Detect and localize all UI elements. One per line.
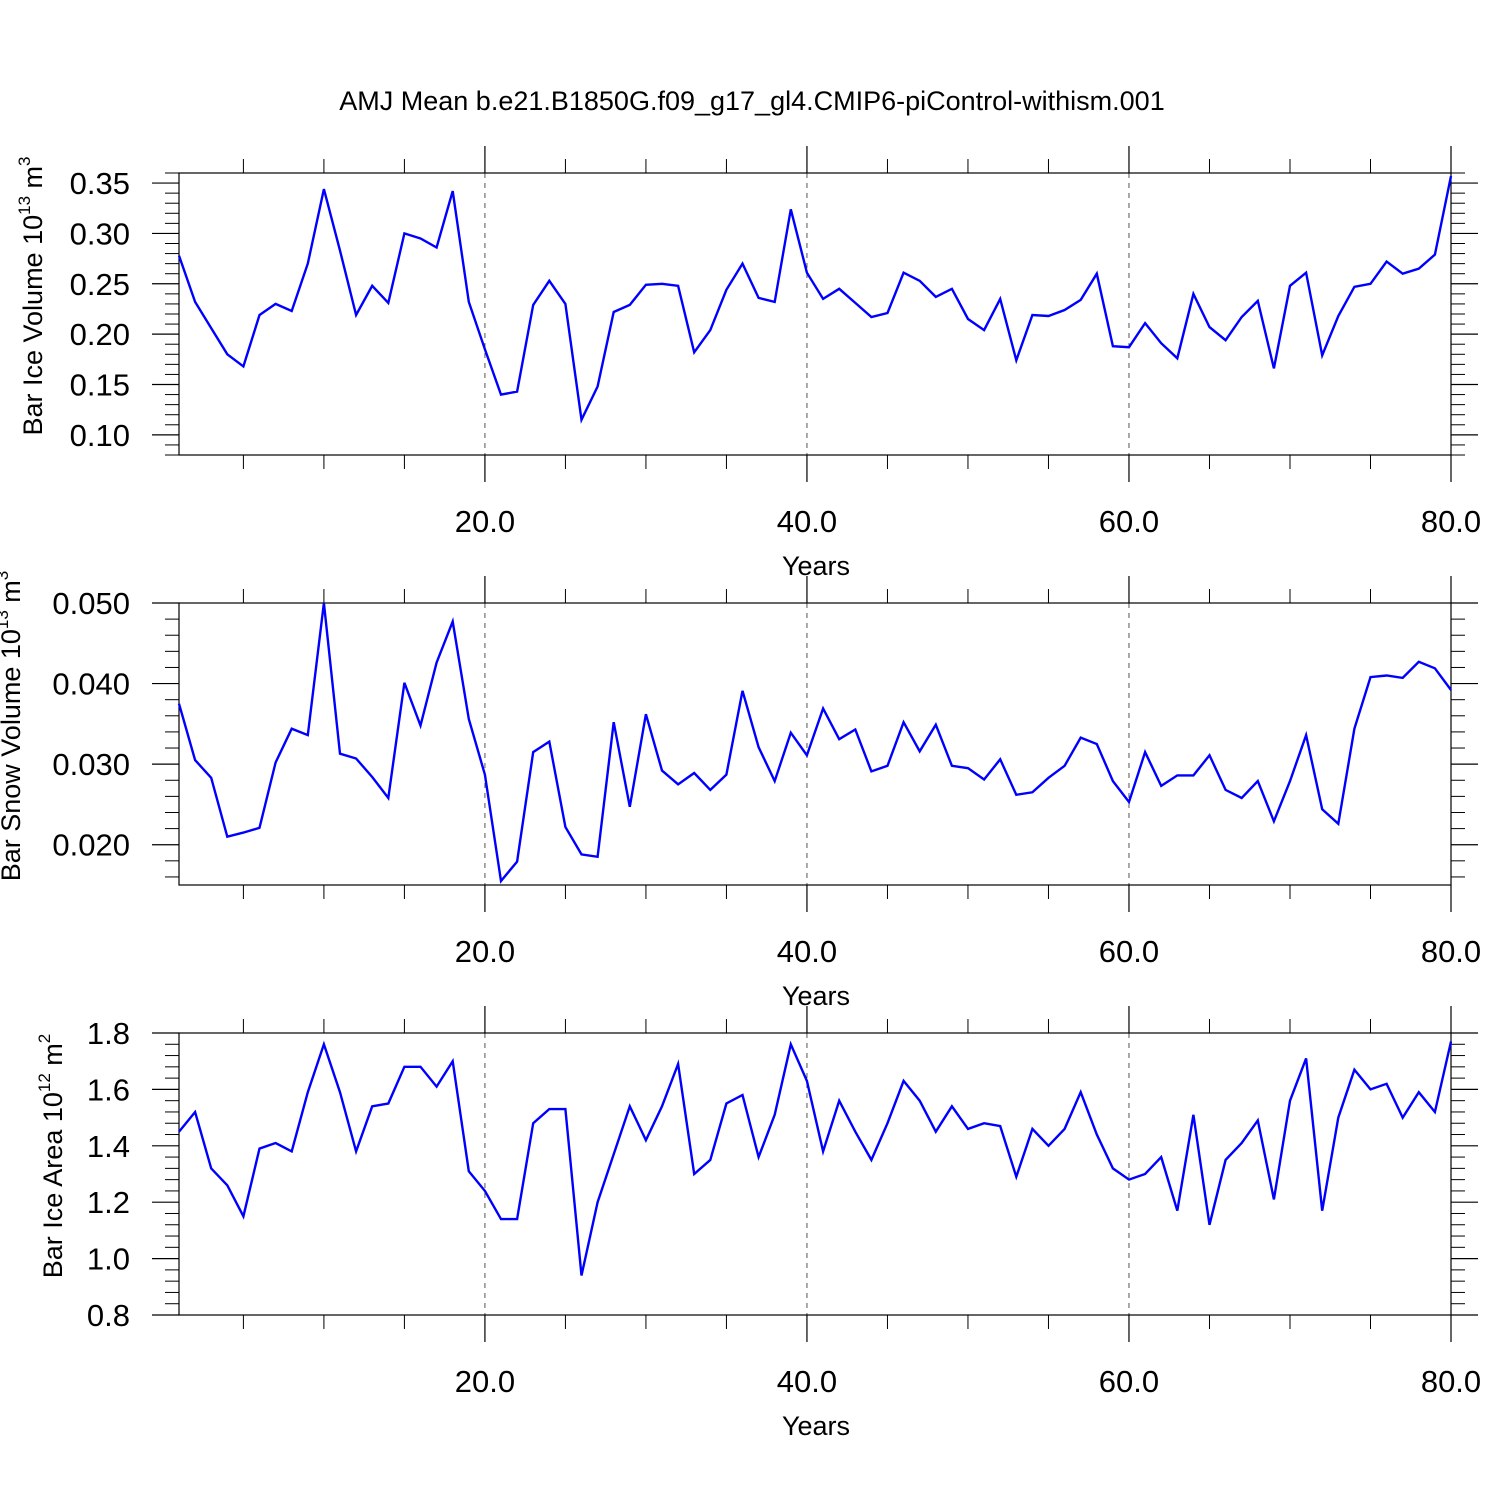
- y-tick-label: 0.10: [70, 418, 130, 453]
- x-tick-label: 40.0: [777, 934, 837, 969]
- tick-labels: 20.0 40.0 60.0 80.0 0.8 1.0 1.2 1.4 1.6 1.8: [87, 1016, 1481, 1399]
- series-line-bar-ice-volume: [177, 175, 1453, 424]
- x-tick-label: 80.0: [1421, 1364, 1481, 1399]
- y-axis-label-unit: m: [0, 580, 26, 610]
- grid-lines: [484, 603, 1130, 885]
- y-tick-label: 1.6: [87, 1072, 130, 1107]
- tick-labels: 20.0 40.0 60.0 80.0 0.10 0.15 0.20 0.25 0.30 0.35: [70, 166, 1482, 539]
- x-tick-label: 80.0: [1421, 934, 1481, 969]
- y-axis-label-text: Bar Ice Volume 10: [18, 215, 48, 436]
- axis-ticks: [152, 146, 1478, 482]
- series-line-bar-ice-area: [178, 1040, 1453, 1276]
- y-tick-label: 0.15: [70, 368, 130, 403]
- x-tick-label: 20.0: [455, 1364, 515, 1399]
- y-tick-label: 0.35: [70, 166, 130, 201]
- y-axis-label-unit-exponent: 3: [0, 571, 12, 580]
- y-axis-label-unit-exponent: 3: [15, 156, 34, 165]
- x-tick-label: 40.0: [777, 1364, 837, 1399]
- x-axis-label: Years: [782, 981, 850, 1011]
- x-tick-label: 60.0: [1099, 504, 1159, 539]
- panel-bar-ice-area: 20.0 40.0 60.0 80.0 0.8 1.0 1.2 1.4 1.6 1.8 Years…: [35, 1006, 1481, 1441]
- x-tick-label: 60.0: [1099, 934, 1159, 969]
- x-axis-label: Years: [782, 1411, 850, 1441]
- x-tick-label: 20.0: [455, 504, 515, 539]
- series-line-bar-snow-volume: [177, 602, 1452, 884]
- tick-labels: 20.0 40.0 60.0 80.0 0.020 0.030 0.040 0.050: [52, 586, 1481, 969]
- y-axis-label: Bar Snow Volume 1013 m3: [0, 571, 26, 882]
- plot-frame: [178, 602, 1452, 886]
- y-tick-label: 0.030: [52, 747, 130, 782]
- y-tick-label: 1.2: [87, 1185, 130, 1220]
- y-tick-label: 1.4: [87, 1129, 130, 1164]
- grid-lines: [484, 1033, 1130, 1315]
- x-tick-label: 80.0: [1421, 504, 1481, 539]
- y-axis-label-text: Bar Ice Area 10: [38, 1092, 68, 1278]
- y-tick-label: 0.20: [70, 317, 130, 352]
- y-axis-label-exponent: 13: [0, 610, 12, 629]
- y-tick-label: 0.8: [87, 1298, 130, 1333]
- x-tick-label: 40.0: [777, 504, 837, 539]
- panel-bar-snow-volume: 20.0 40.0 60.0 80.0 0.020 0.030 0.040 0.050 Yea…: [0, 571, 1481, 1011]
- y-axis-label-exponent: 12: [35, 1073, 54, 1092]
- axis-ticks: [152, 1006, 1478, 1342]
- x-tick-label: 60.0: [1099, 1364, 1159, 1399]
- y-axis-label-exponent: 13: [15, 196, 34, 215]
- x-tick-label: 20.0: [455, 934, 515, 969]
- x-axis-label: Years: [782, 551, 850, 581]
- y-tick-label: 1.8: [87, 1016, 130, 1051]
- panel-bar-ice-volume: 20.0 40.0 60.0 80.0 0.10 0.15 0.20 0.25 0.30 0.35…: [15, 146, 1481, 581]
- y-tick-label: 1.0: [87, 1242, 130, 1277]
- y-tick-label: 0.30: [70, 216, 130, 251]
- plot-frame: [178, 1032, 1452, 1316]
- y-tick-label: 0.25: [70, 267, 130, 302]
- figure-title: AMJ Mean b.e21.B1850G.f09_g17_gl4.CMIP6-…: [339, 86, 1164, 116]
- y-axis-label: Bar Ice Volume 1013 m3: [15, 156, 48, 435]
- y-tick-label: 0.020: [52, 828, 130, 863]
- y-axis-label-unit-exponent: 2: [35, 1034, 54, 1043]
- y-axis-label: Bar Ice Area 1012 m2: [35, 1034, 68, 1279]
- y-axis-label-text: Bar Snow Volume 10: [0, 629, 26, 881]
- y-tick-label: 0.040: [52, 667, 130, 702]
- y-axis-label-unit: m: [38, 1043, 68, 1073]
- plot-frame: [178, 172, 1452, 456]
- y-tick-label: 0.050: [52, 586, 130, 621]
- grid-lines: [484, 173, 1130, 455]
- axis-ticks: [152, 576, 1478, 912]
- y-axis-label-unit: m: [18, 166, 48, 196]
